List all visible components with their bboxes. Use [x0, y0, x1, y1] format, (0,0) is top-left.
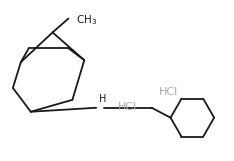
Text: CH$_3$: CH$_3$: [76, 14, 98, 27]
Text: HCl: HCl: [118, 102, 137, 112]
Text: H: H: [99, 94, 107, 104]
Text: HCl: HCl: [158, 87, 178, 97]
